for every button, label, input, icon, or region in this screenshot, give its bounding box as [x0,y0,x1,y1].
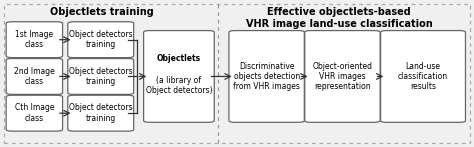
FancyBboxPatch shape [68,95,134,131]
FancyBboxPatch shape [6,59,63,94]
Text: 1st Image
class: 1st Image class [15,30,54,49]
FancyBboxPatch shape [144,31,214,122]
Text: Land-use
classification
results: Land-use classification results [398,62,448,91]
Text: Effective objectlets-based
VHR image land-use classification: Effective objectlets-based VHR image lan… [246,7,432,29]
FancyBboxPatch shape [6,22,63,58]
FancyBboxPatch shape [68,22,134,58]
Text: Object-oriented
VHR images
representation: Object-oriented VHR images representatio… [312,62,373,91]
Text: Object detectors
training: Object detectors training [69,67,133,86]
Text: (a library of
Object detectors): (a library of Object detectors) [146,76,212,95]
Text: Objectlets training: Objectlets training [50,7,154,17]
Text: 2nd Image
class: 2nd Image class [14,67,55,86]
Text: Cth Image
class: Cth Image class [15,103,54,123]
Text: Object detectors
training: Object detectors training [69,30,133,49]
FancyBboxPatch shape [381,31,465,122]
Text: Discriminative
objects detection
from VHR images: Discriminative objects detection from VH… [233,62,300,91]
FancyBboxPatch shape [6,95,63,131]
FancyBboxPatch shape [229,31,304,122]
Text: Object detectors
training: Object detectors training [69,103,133,123]
FancyBboxPatch shape [305,31,380,122]
FancyBboxPatch shape [68,59,134,94]
Text: Objectlets: Objectlets [157,54,201,63]
